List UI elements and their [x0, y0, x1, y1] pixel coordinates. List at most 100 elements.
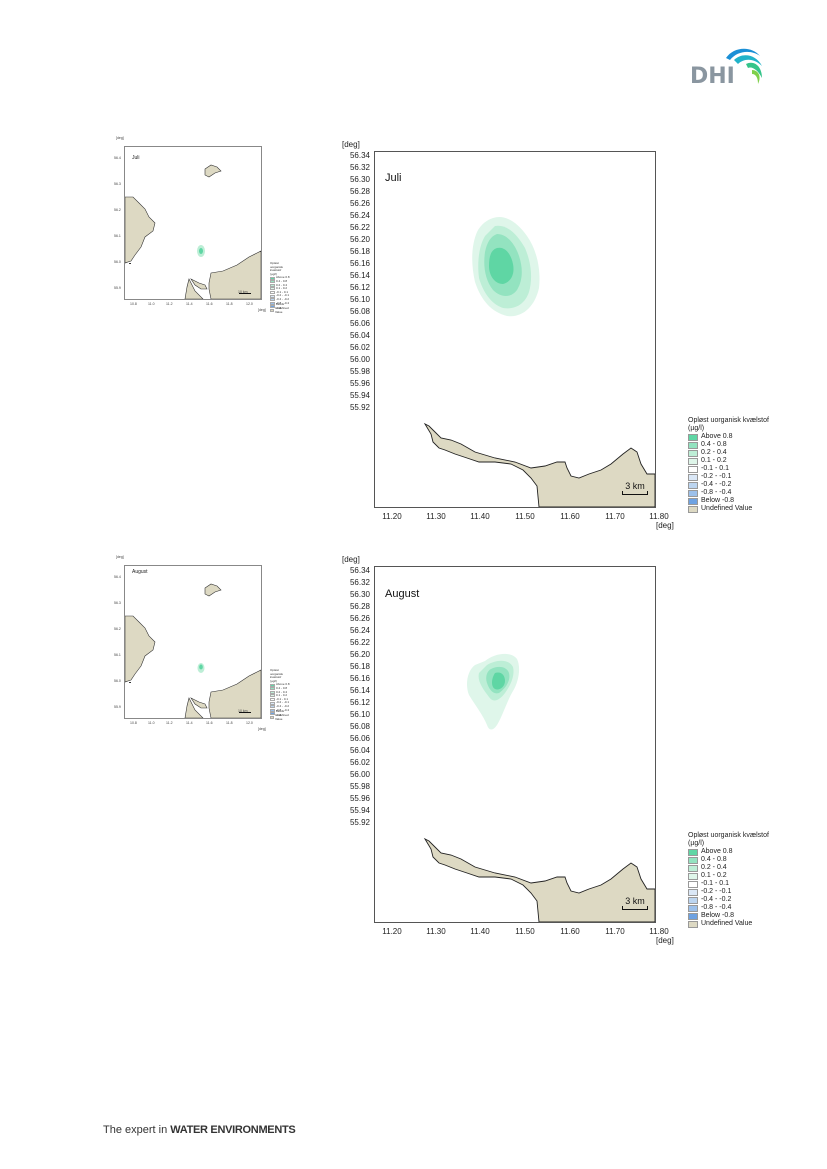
legend-item: -0.8 - -0.4	[688, 904, 769, 912]
scale-bar-label: 3 km	[625, 896, 645, 906]
legend-unit: (µg/l)	[688, 425, 705, 432]
thumb-legend-item: -0.2 - -0.1	[270, 294, 290, 298]
dhi-logo: DHI	[690, 44, 770, 94]
thumb-x-tick: 12.0	[246, 302, 253, 306]
thumb-deg-x: [deg]	[258, 727, 266, 731]
x-tick: 11.70	[605, 927, 625, 936]
y-tick: 56.04	[349, 746, 370, 755]
thumb-legend-item: Below -0.8	[270, 709, 290, 717]
x-tick: 11.30	[426, 512, 446, 521]
y-tick: 56.24	[349, 626, 370, 635]
y-tick: 56.10	[349, 295, 370, 304]
y-tick: 56.30	[349, 590, 370, 599]
month-label-august: August	[385, 588, 420, 600]
y-tick: 56.18	[349, 662, 370, 671]
y-tick: 56.00	[349, 355, 370, 364]
thumb-legend-label: -0.4 - -0.2	[276, 296, 290, 301]
x-tick: 11.50	[515, 927, 535, 936]
thumb-y-tick: 56.4	[114, 156, 121, 160]
legend-item: -0.8 - -0.4	[688, 489, 769, 497]
legend-item: Undefined Value	[688, 505, 769, 513]
y-tick: 56.08	[349, 307, 370, 316]
legend-label: Above 0.8	[701, 848, 733, 855]
footer-tagline-prefix: The expert in	[103, 1124, 171, 1136]
thumb-y-tick: 56.2	[114, 627, 121, 631]
thumb-legend-label: -0.4 - -0.2	[276, 703, 290, 708]
legend-item: Above 0.8	[688, 433, 769, 441]
overview-map	[125, 164, 261, 299]
y-tick: 56.04	[349, 331, 370, 340]
legend-item: 0.1 - 0.2	[688, 872, 769, 880]
legend-label: 0.2 - 0.4	[701, 449, 727, 456]
thumb-legend-item: 0.2 - 0.4	[270, 689, 290, 695]
x-tick: 11.20	[382, 927, 402, 936]
y-tick: 56.24	[349, 211, 370, 220]
thumb-y-tick: 56.3	[114, 182, 121, 186]
legend-august: Opløst uorganisk kvælstof (µg/l) Above 0…	[688, 832, 769, 928]
map-plot-juli	[423, 216, 655, 507]
legend-label: -0.2 - -0.1	[701, 888, 732, 895]
thumb-y-tick: 55.9	[114, 286, 121, 290]
thumb-legend-label: Below -0.8	[275, 302, 285, 310]
thumb-legend-label: Above 0.8	[276, 682, 290, 687]
legend-juli: Opløst uorganisk kvælstof (µg/l) Above 0…	[688, 417, 769, 513]
thumb-month-label: Juli	[132, 155, 140, 161]
thumb-legend-item: Undefined Value	[270, 306, 290, 313]
y-tick: 55.92	[349, 818, 370, 827]
legend-title: Opløst uorganisk kvælstof	[688, 832, 769, 839]
thumb-legend-title: Opløst uorganisk kvælstof	[270, 668, 284, 680]
y-tick: 56.12	[349, 283, 370, 292]
thumb-legend-item: -0.4 - -0.2	[270, 296, 290, 302]
thumb-x-tick: 11.2	[166, 302, 173, 306]
thumb-legend-label: 0.4 - 0.8	[276, 278, 288, 283]
y-tick: 56.30	[349, 175, 370, 184]
thumb-legend-title: Opløst uorganisk kvælstof	[270, 261, 284, 273]
thumb-x-tick: 11.0	[148, 721, 155, 725]
y-tick: 56.00	[349, 770, 370, 779]
y-tick: 56.20	[349, 650, 370, 659]
thumb-legend-item: 0.1 - 0.2	[270, 694, 290, 698]
thumb-x-tick: 11.4	[186, 302, 193, 306]
legend-item: Below -0.8	[688, 497, 769, 505]
thumb-legend-item: Undefined Value	[270, 713, 290, 720]
logo-text: DHI	[690, 64, 735, 89]
thumb-y-tick: 56.3	[114, 601, 121, 605]
legend-item: 0.1 - 0.2	[688, 457, 769, 465]
thumb-legend-label: -0.1 - 0.1	[276, 289, 289, 294]
y-tick: 56.32	[349, 578, 370, 587]
x-tick: 11.80	[649, 512, 669, 521]
thumb-legend-item: -0.8 - -0.4	[270, 708, 290, 713]
thumb-x-tick: 11.2	[166, 721, 173, 725]
y-tick: 56.02	[349, 343, 370, 352]
y-tick: 56.28	[349, 602, 370, 611]
thumb-deg-y: [deg]	[116, 555, 124, 559]
y-axis-unit: [deg]	[342, 140, 360, 149]
y-tick: 56.28	[349, 187, 370, 196]
legend-label: -0.1 - 0.1	[701, 880, 730, 887]
scale-bar-juli: 3 km	[622, 481, 648, 495]
y-tick: 56.12	[349, 698, 370, 707]
y-tick: 56.32	[349, 163, 370, 172]
y-axis-unit: [deg]	[342, 555, 360, 564]
thumb-y-tick: 56.4	[114, 575, 121, 579]
thumb-month-label: August	[132, 569, 148, 575]
legend-label: 0.1 - 0.2	[701, 872, 727, 879]
y-tick: 56.10	[349, 710, 370, 719]
y-tick: 56.14	[349, 686, 370, 695]
thumb-x-tick: 11.6	[206, 721, 213, 725]
thumb-legend-item: 0.4 - 0.8	[270, 686, 290, 691]
x-axis-unit: [deg]	[656, 936, 674, 945]
thumb-legend-label: 0.2 - 0.4	[276, 689, 288, 694]
legend-label: 0.4 - 0.8	[701, 441, 727, 448]
thumb-legend-label: -0.8 - -0.4	[276, 300, 290, 305]
legend-label: 0.4 - 0.8	[701, 856, 727, 863]
legend-item: -0.2 - -0.1	[688, 888, 769, 896]
thumb-y-tick: 56.2	[114, 208, 121, 212]
thumb-x-tick: 11.6	[206, 302, 213, 306]
y-tick: 55.94	[349, 806, 370, 815]
y-tick: 56.06	[349, 734, 370, 743]
x-tick: 11.40	[470, 927, 490, 936]
y-tick: 56.14	[349, 271, 370, 280]
thumb-deg-y: [deg]	[116, 136, 124, 140]
footer-tagline-bold: WATER ENVIRONMENTS	[170, 1124, 296, 1136]
